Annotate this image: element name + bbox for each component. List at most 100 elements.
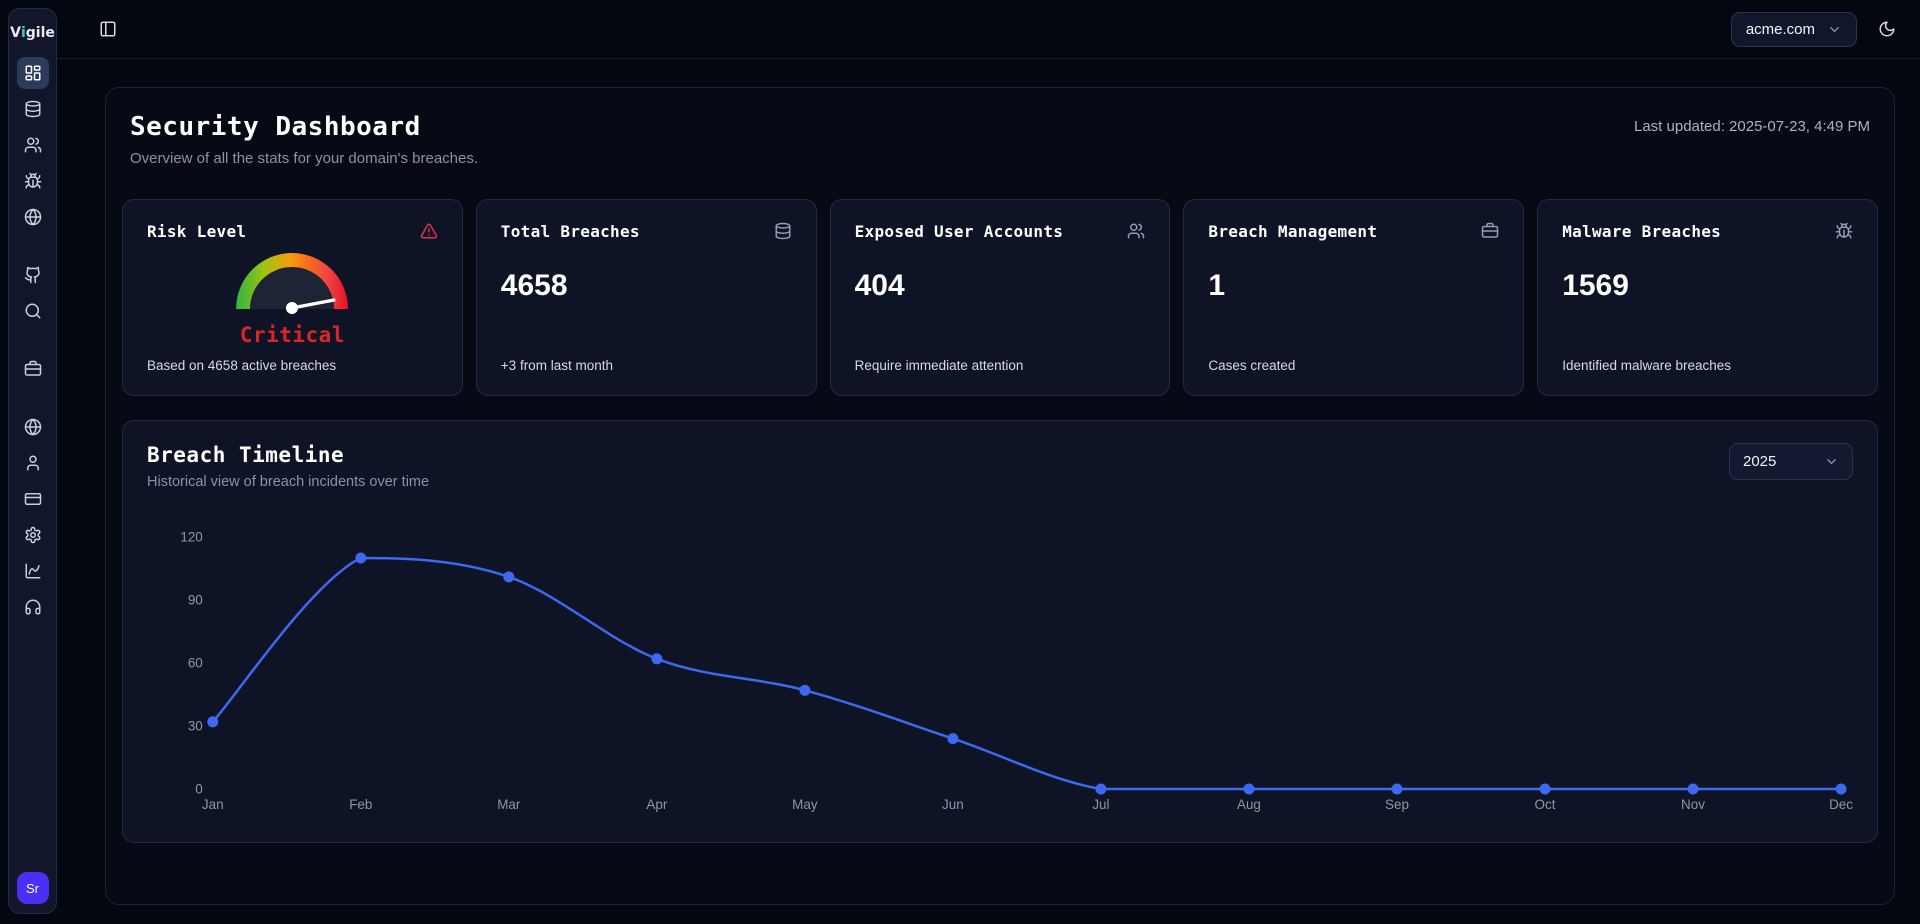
- globe-icon: [24, 418, 42, 436]
- svg-text:Aug: Aug: [1237, 797, 1261, 812]
- dashboard-panel: Security Dashboard Overview of all the s…: [105, 87, 1895, 905]
- chart-data-point: [651, 653, 663, 665]
- card-breach-management: Breach Management 1 Cases created: [1183, 199, 1525, 396]
- chart-data-point: [799, 684, 811, 696]
- chart-data-point: [1391, 783, 1403, 795]
- brand-text-suffix: gile: [25, 25, 55, 41]
- svg-text:0: 0: [195, 781, 202, 796]
- stat-value: 1569: [1562, 269, 1629, 302]
- page-subtitle: Overview of all the stats for your domai…: [130, 150, 479, 167]
- domain-selector-label: acme.com: [1745, 20, 1815, 38]
- chevron-down-icon: [1827, 22, 1842, 37]
- card-malware-breaches: Malware Breaches 1569 Identified malware…: [1537, 199, 1878, 396]
- sidebar-item-search[interactable]: [17, 295, 49, 327]
- card-total-breaches: Total Breaches 4658 +3 from last month: [475, 199, 817, 396]
- sidebar-item-malware[interactable]: [17, 165, 49, 197]
- card-exposed-user-accounts: Exposed User Accounts 404 Require immedi…: [829, 199, 1171, 396]
- chart-data-point: [947, 733, 959, 745]
- sidebar-item-dashboard[interactable]: [16, 57, 49, 89]
- chart-data-point: [1687, 783, 1699, 795]
- search-icon: [24, 302, 42, 320]
- card-title: Exposed User Accounts: [854, 222, 1064, 241]
- svg-text:Oct: Oct: [1535, 797, 1556, 812]
- svg-text:60: 60: [188, 655, 203, 670]
- sidebar-item-breaches[interactable]: [17, 93, 49, 125]
- settings-icon: [24, 526, 42, 544]
- gauge-hub: [286, 302, 299, 314]
- year-selector-label: 2025: [1743, 453, 1777, 470]
- risk-level-label: Critical: [239, 323, 345, 347]
- user-avatar[interactable]: Sr: [16, 872, 49, 904]
- card-title: Risk Level: [147, 222, 247, 241]
- sidebar-item-settings[interactable]: [17, 519, 49, 551]
- svg-text:Mar: Mar: [497, 797, 521, 812]
- card-title: Total Breaches: [500, 222, 640, 241]
- svg-text:120: 120: [180, 529, 202, 544]
- sidebar-item-support[interactable]: [17, 591, 49, 623]
- sidebar-item-cases[interactable]: [17, 353, 49, 385]
- database-icon: [24, 100, 42, 118]
- svg-text:Sep: Sep: [1385, 797, 1409, 812]
- year-selector[interactable]: 2025: [1729, 443, 1853, 480]
- chevron-down-icon: [1824, 454, 1839, 469]
- sidebar-toggle-button[interactable]: [99, 20, 117, 38]
- timeline-title: Breach Timeline: [147, 443, 345, 467]
- svg-text:May: May: [792, 797, 818, 812]
- brand-accent-text: i: [20, 25, 26, 41]
- breach-timeline-card: Breach Timeline Historical view of breac…: [122, 420, 1878, 843]
- sidebar-nav: [16, 57, 49, 649]
- topbar: acme.com: [57, 0, 1920, 59]
- github-icon: [24, 266, 42, 284]
- bug-icon: [24, 172, 42, 190]
- sidebar-item-web[interactable]: [17, 411, 49, 443]
- sidebar-item-analytics[interactable]: [17, 555, 49, 587]
- sidebar-item-github[interactable]: [17, 259, 49, 291]
- card-title: Malware Breaches: [1562, 222, 1722, 241]
- card-footnote: Based on 4658 active breaches: [147, 358, 337, 373]
- stat-value: 1: [1208, 269, 1226, 302]
- svg-text:30: 30: [188, 718, 203, 733]
- user-icon: [24, 454, 42, 472]
- card-title: Breach Management: [1208, 222, 1378, 241]
- chart-data-point: [1539, 783, 1551, 795]
- card-risk-level: Risk Level Critical Based on 4658 ac: [122, 199, 463, 396]
- theme-toggle-button[interactable]: [1878, 20, 1896, 38]
- bug-icon: [1835, 222, 1853, 240]
- triangle-alert-icon: [420, 222, 438, 240]
- card-footnote: Require immediate attention: [854, 358, 1024, 373]
- sidebar-item-billing[interactable]: [17, 483, 49, 515]
- panel-left-icon: [99, 20, 117, 38]
- layout-dashboard-icon: [24, 64, 42, 82]
- timeline-subtitle: Historical view of breach incidents over…: [147, 474, 430, 490]
- svg-text:Jan: Jan: [202, 797, 224, 812]
- sidebar-item-domains[interactable]: [17, 201, 49, 233]
- svg-text:90: 90: [188, 592, 203, 607]
- headphones-icon: [24, 598, 42, 616]
- sidebar-item-exposed-users[interactable]: [17, 129, 49, 161]
- svg-text:Feb: Feb: [349, 797, 372, 812]
- chart-data-point: [355, 552, 367, 564]
- briefcase-icon: [24, 360, 42, 378]
- card-footnote: +3 from last month: [500, 358, 613, 373]
- svg-text:Dec: Dec: [1829, 797, 1853, 812]
- stat-value: 4658: [500, 269, 568, 302]
- card-footnote: Cases created: [1208, 358, 1296, 373]
- chart-data-point: [1835, 783, 1847, 795]
- page-title: Security Dashboard: [130, 112, 421, 142]
- brand-text: V: [10, 25, 21, 41]
- stat-value: 404: [854, 269, 905, 302]
- svg-text:Nov: Nov: [1681, 797, 1705, 812]
- chart-line-icon: [24, 562, 42, 580]
- svg-text:Apr: Apr: [646, 797, 667, 812]
- gauge-needle: [290, 298, 336, 310]
- breach-timeline-chart: 0 30 60 90 120 Jan Feb Mar Apr May Jun Jul Aug Sep Oct…: [180, 529, 1853, 812]
- last-updated: Last updated: 2025-07-23, 4:49 PM: [1633, 118, 1870, 135]
- svg-text:Jun: Jun: [942, 797, 964, 812]
- card-footnote: Identified malware breaches: [1562, 358, 1732, 373]
- credit-card-icon: [24, 490, 42, 508]
- chart-data-point: [207, 716, 219, 728]
- domain-selector[interactable]: acme.com: [1730, 11, 1857, 47]
- sidebar-item-account[interactable]: [17, 447, 49, 479]
